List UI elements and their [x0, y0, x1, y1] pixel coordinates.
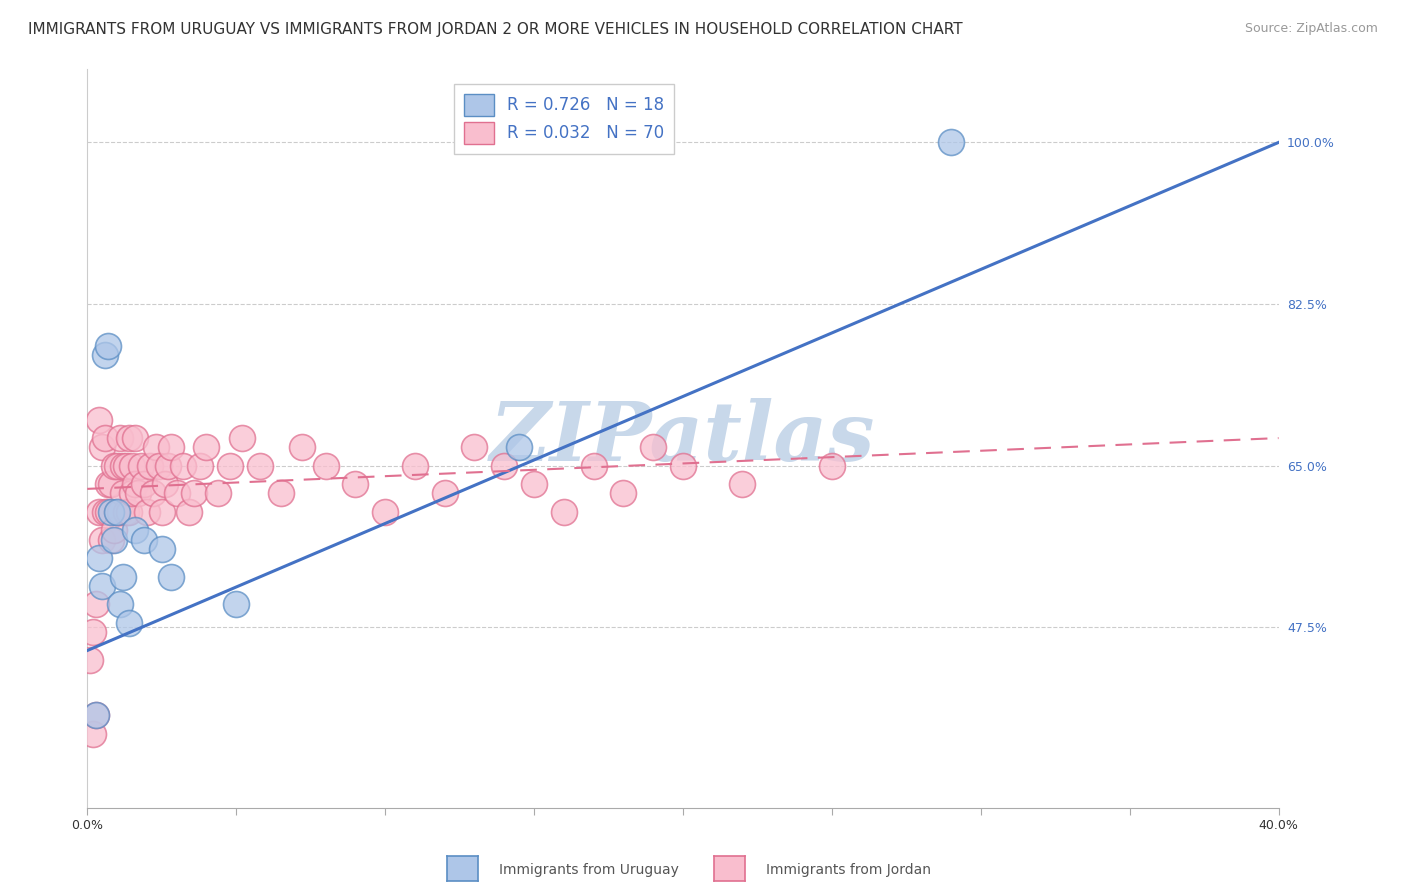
Point [115, 458, 138, 473]
Point [89, 551, 111, 566]
Point [553, 505, 575, 519]
Point [115, 505, 138, 519]
Point [91, 579, 114, 593]
Point [159, 569, 181, 583]
Point [177, 505, 200, 519]
Point [103, 533, 125, 547]
Point [129, 458, 152, 473]
Point [643, 440, 665, 454]
Point [108, 598, 131, 612]
Point [82, 727, 104, 741]
Point [207, 486, 229, 500]
Point [731, 477, 754, 491]
Point [100, 477, 122, 491]
Point [121, 486, 143, 500]
Point [91, 533, 114, 547]
Point [89, 412, 111, 426]
Text: Immigrants from Jordan: Immigrants from Jordan [766, 863, 931, 877]
Point [315, 458, 337, 473]
Point [84, 708, 107, 723]
Point [108, 431, 131, 445]
Point [172, 458, 194, 473]
Point [939, 136, 962, 150]
Text: ZIPatlas: ZIPatlas [491, 398, 876, 478]
Point [108, 505, 131, 519]
Point [148, 458, 170, 473]
Point [89, 505, 111, 519]
Point [249, 458, 271, 473]
Point [111, 569, 134, 583]
Point [100, 533, 122, 547]
Point [374, 505, 396, 519]
Point [82, 625, 104, 640]
Point [135, 505, 157, 519]
Point [94, 505, 117, 519]
Point [145, 440, 167, 454]
Point [97, 339, 120, 353]
Point [94, 431, 117, 445]
Point [344, 477, 367, 491]
Point [124, 431, 146, 445]
Point [139, 458, 162, 473]
Point [105, 505, 128, 519]
Point [153, 477, 176, 491]
Point [97, 505, 120, 519]
Point [463, 440, 485, 454]
Point [105, 505, 128, 519]
Point [97, 477, 120, 491]
Point [159, 440, 181, 454]
Text: Source: ZipAtlas.com: Source: ZipAtlas.com [1244, 22, 1378, 36]
Point [821, 458, 844, 473]
Point [150, 541, 173, 556]
Point [612, 486, 634, 500]
Point [121, 458, 143, 473]
Point [94, 348, 117, 362]
Point [508, 440, 530, 454]
Point [84, 598, 107, 612]
Point [195, 440, 218, 454]
Point [156, 458, 179, 473]
Point [582, 458, 605, 473]
Point [118, 615, 141, 630]
Point [142, 486, 165, 500]
Point [231, 431, 253, 445]
Point [494, 458, 516, 473]
Point [79, 653, 101, 667]
Legend: R = 0.726   N = 18, R = 0.032   N = 70: R = 0.726 N = 18, R = 0.032 N = 70 [454, 84, 673, 153]
Point [404, 458, 426, 473]
Point [219, 458, 242, 473]
Point [103, 458, 125, 473]
Point [105, 458, 128, 473]
Point [118, 431, 141, 445]
Text: IMMIGRANTS FROM URUGUAY VS IMMIGRANTS FROM JORDAN 2 OR MORE VEHICLES IN HOUSEHOL: IMMIGRANTS FROM URUGUAY VS IMMIGRANTS FR… [28, 22, 963, 37]
Point [118, 505, 141, 519]
Point [291, 440, 314, 454]
Point [225, 598, 247, 612]
Point [183, 486, 205, 500]
Point [270, 486, 292, 500]
Point [433, 486, 456, 500]
Point [84, 708, 107, 723]
Point [166, 486, 188, 500]
Point [124, 524, 146, 538]
Point [150, 505, 173, 519]
Text: Immigrants from Uruguay: Immigrants from Uruguay [499, 863, 679, 877]
Point [124, 477, 146, 491]
Point [132, 533, 155, 547]
Point [190, 458, 212, 473]
Point [111, 458, 134, 473]
Point [132, 477, 155, 491]
Point [103, 524, 125, 538]
Point [100, 505, 122, 519]
Point [111, 486, 134, 500]
Point [127, 486, 149, 500]
Point [91, 440, 114, 454]
Point [672, 458, 695, 473]
Point [523, 477, 546, 491]
